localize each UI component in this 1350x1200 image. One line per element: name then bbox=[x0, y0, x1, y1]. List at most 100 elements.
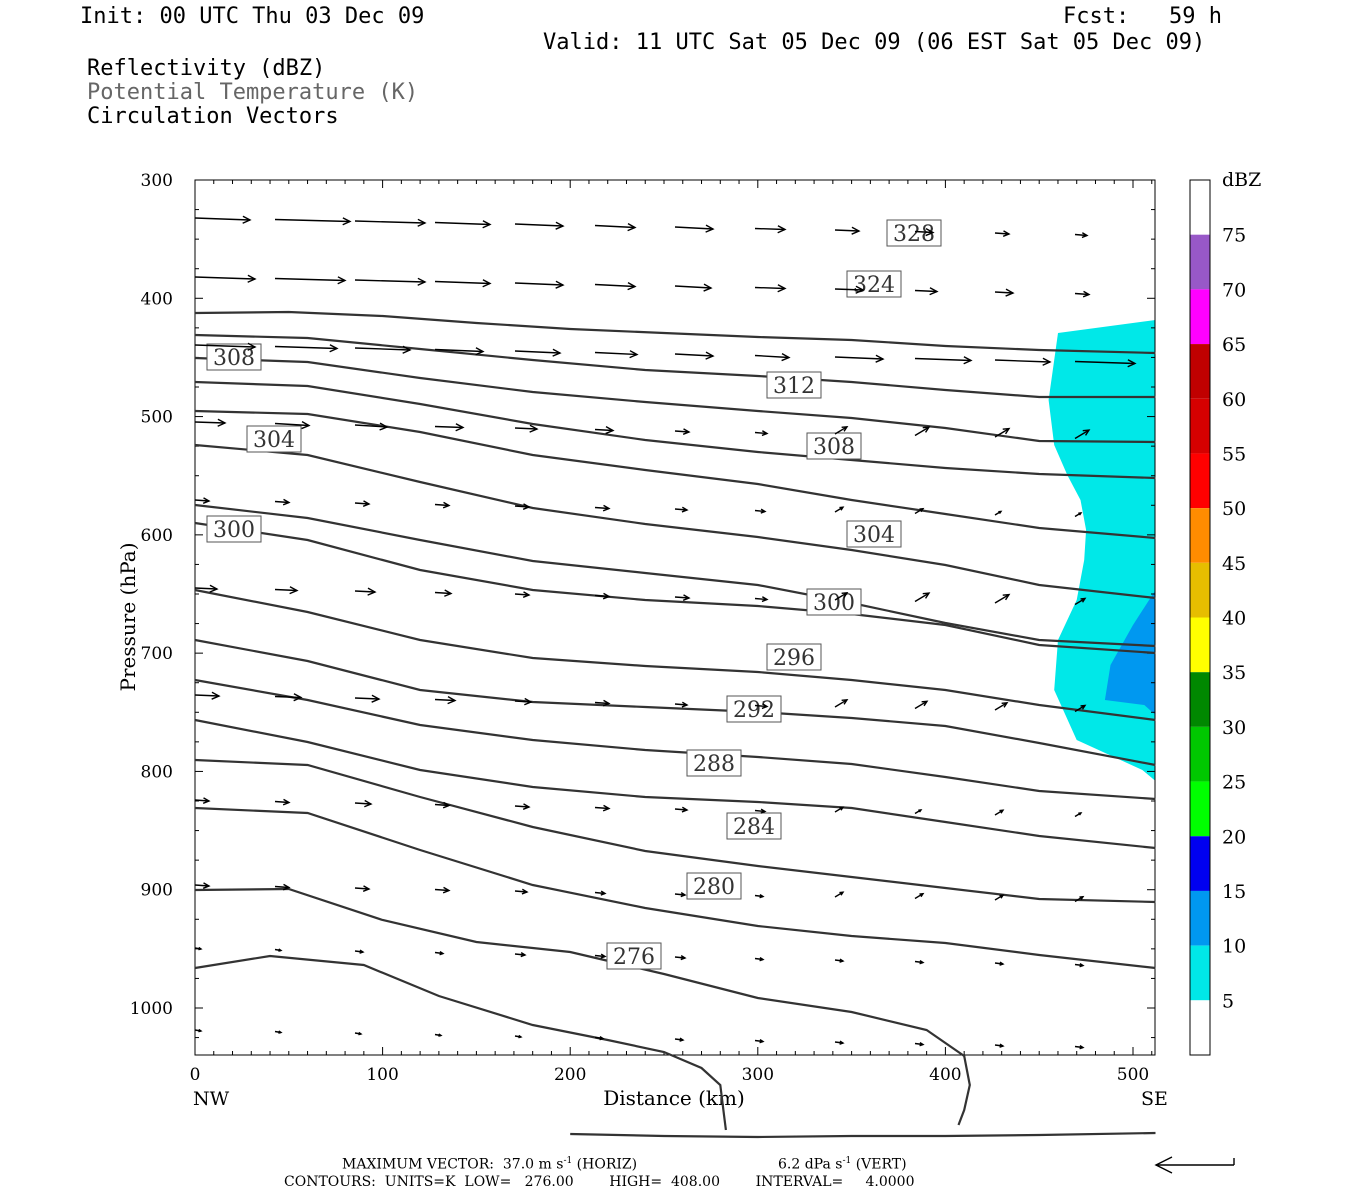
colorbar-tick-label: 50 bbox=[1222, 498, 1246, 520]
colorbar-frame bbox=[1189, 179, 1211, 1056]
circulation-vector-head bbox=[1002, 427, 1011, 435]
circulation-vector-head bbox=[998, 510, 1003, 515]
circulation-vector-head bbox=[211, 691, 221, 700]
circulation-vector bbox=[754, 597, 768, 601]
circulation-vector bbox=[434, 221, 491, 226]
circulation-vector-head bbox=[359, 949, 365, 954]
circulation-vector bbox=[754, 354, 790, 359]
circulation-vector-head bbox=[482, 220, 492, 229]
circulation-vector-head bbox=[417, 218, 427, 227]
circulation-vector-head bbox=[759, 956, 765, 962]
circulation-vector-head bbox=[439, 950, 445, 956]
y-tick-label: 300 bbox=[141, 171, 173, 191]
colorbar-segment bbox=[1190, 672, 1210, 727]
circulation-vector-head bbox=[278, 948, 283, 952]
circulation-vector bbox=[914, 289, 938, 293]
isentrope-line bbox=[194, 718, 1156, 850]
circulation-vector-head bbox=[705, 351, 715, 360]
circulation-vector-head bbox=[202, 797, 211, 804]
isentrope-label: 308 bbox=[813, 435, 855, 460]
circulation-vector-head bbox=[925, 228, 935, 237]
colorbar-segment bbox=[1190, 398, 1210, 454]
isentrope-label-box bbox=[766, 371, 822, 399]
colorbar-segment bbox=[1190, 289, 1210, 345]
circulation-vector bbox=[434, 803, 450, 807]
circulation-vector bbox=[674, 956, 686, 959]
colorbar-segment bbox=[1190, 344, 1210, 399]
circulation-vector-head bbox=[522, 591, 531, 598]
circulation-vector-head bbox=[522, 803, 531, 810]
circulation-vector-head bbox=[1079, 1044, 1085, 1050]
contour-info: CONTOURS: UNITS=K LOW= 276.00 HIGH= 408.… bbox=[284, 1174, 915, 1190]
circulation-vector-head bbox=[555, 280, 565, 289]
circulation-vector-head bbox=[999, 1043, 1005, 1048]
reflectivity-region bbox=[1104, 590, 1156, 715]
circulation-vector-head bbox=[444, 589, 453, 597]
colorbar-segment bbox=[1190, 180, 1210, 235]
circulation-vector-head bbox=[282, 498, 291, 506]
isentrope-label: 296 bbox=[773, 646, 815, 671]
circulation-vector bbox=[754, 431, 768, 435]
circulation-vector bbox=[834, 229, 860, 232]
isentrope-line bbox=[570, 1131, 1156, 1139]
circulation-vector bbox=[754, 809, 766, 813]
x-end-label-right: SE bbox=[1141, 1088, 1168, 1110]
circulation-vector bbox=[914, 357, 972, 362]
colorbar-tick-label: 65 bbox=[1222, 334, 1246, 356]
circulation-vector-head bbox=[1079, 962, 1085, 968]
isentrope-line bbox=[194, 333, 1156, 399]
max-vector-label: MAXIMUM VECTOR: 37.0 m s-1 (HORIZ) bbox=[342, 1156, 638, 1173]
init-time: Init: 00 UTC Thu 03 Dec 09 bbox=[80, 4, 425, 29]
x-tick-label: 400 bbox=[929, 1065, 961, 1085]
circulation-vector bbox=[354, 347, 411, 351]
circulation-vector bbox=[274, 218, 351, 223]
circulation-vector bbox=[354, 697, 380, 700]
circulation-vector bbox=[514, 593, 530, 596]
x-tick-label: 0 bbox=[190, 1065, 201, 1085]
circulation-vector bbox=[514, 953, 526, 956]
circulation-vector-head bbox=[518, 1034, 523, 1039]
circulation-vector-head bbox=[919, 1041, 925, 1047]
circulation-vector-head bbox=[841, 591, 849, 598]
circulation-vector-head bbox=[282, 883, 291, 891]
circulation-vector-head bbox=[1005, 288, 1015, 297]
circulation-vector-head bbox=[337, 276, 347, 285]
reference-vector-head bbox=[1154, 1156, 1173, 1174]
circulation-vector bbox=[274, 588, 298, 592]
x-tick-label: 500 bbox=[1117, 1065, 1149, 1085]
circulation-vector bbox=[434, 348, 484, 353]
circulation-vector-head bbox=[282, 798, 291, 806]
circulation-vector-head bbox=[520, 952, 527, 958]
colorbar-tick-label: 60 bbox=[1222, 389, 1246, 411]
circulation-vector bbox=[514, 890, 528, 893]
isentrope-label-box bbox=[606, 942, 662, 970]
circulation-vector-head bbox=[329, 344, 339, 353]
y-tick-label: 800 bbox=[141, 762, 173, 782]
circulation-vector-head bbox=[680, 955, 687, 961]
circulation-vector bbox=[914, 230, 934, 234]
circulation-vector-head bbox=[680, 892, 687, 898]
circulation-vector-head bbox=[839, 506, 845, 511]
circulation-vector-head bbox=[600, 953, 607, 959]
circulation-vector-head bbox=[682, 594, 691, 601]
circulation-vector-head bbox=[761, 703, 769, 710]
circulation-vector-head bbox=[247, 274, 257, 283]
circulation-vector-head bbox=[198, 1028, 203, 1033]
circulation-vector-head bbox=[402, 345, 412, 354]
circulation-vector bbox=[594, 351, 638, 356]
circulation-vector-head bbox=[919, 507, 925, 513]
circulation-vector bbox=[354, 502, 370, 505]
circulation-vector bbox=[194, 217, 251, 221]
circulation-vector bbox=[274, 885, 290, 889]
circulation-vector bbox=[594, 506, 610, 510]
circulation-vector-head bbox=[919, 892, 925, 898]
circulation-vector-head bbox=[1002, 230, 1011, 237]
circulation-vector bbox=[194, 344, 256, 348]
circulation-vector bbox=[434, 280, 491, 285]
colorbar-segment bbox=[1190, 562, 1210, 618]
x-tick-label: 300 bbox=[742, 1065, 774, 1085]
circulation-vector-head bbox=[777, 284, 787, 293]
circulation-vector-head bbox=[202, 497, 211, 504]
isentrope-label: 280 bbox=[693, 875, 735, 900]
circulation-vector-head bbox=[362, 500, 371, 507]
